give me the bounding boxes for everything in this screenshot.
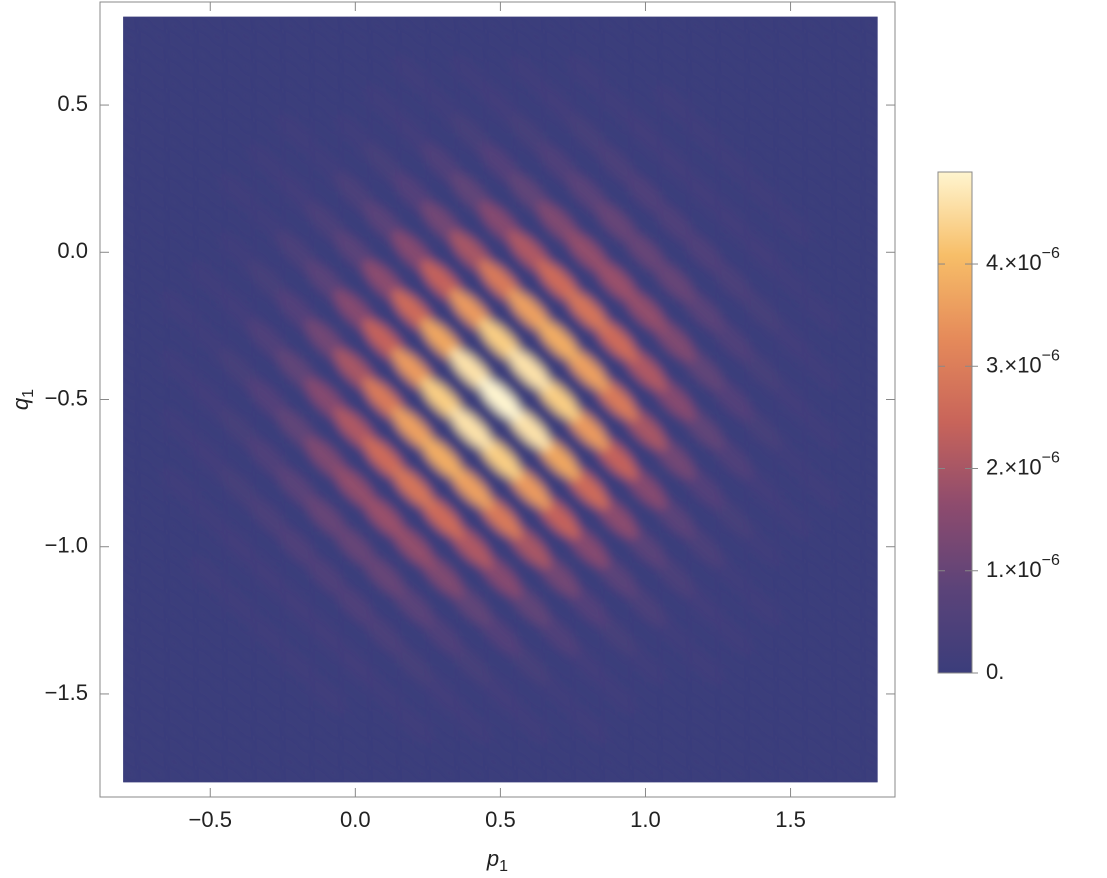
density-cell: [275, 525, 319, 569]
density-cell: [188, 554, 232, 598]
density-cell: [391, 466, 435, 510]
density-cell: [123, 407, 145, 451]
density-cell: [304, 16, 348, 39]
density-cell: [682, 16, 725, 39]
density-cell: [123, 348, 145, 392]
x-tick-label: 0.0: [340, 807, 371, 832]
y-tick-label: −1.5: [45, 680, 88, 705]
density-cell: [123, 701, 145, 745]
density-cell: [507, 16, 551, 39]
density-cell: [740, 16, 784, 39]
colorbar-tick-label: 4.×10−6: [986, 245, 1060, 275]
density-cell: [275, 113, 319, 156]
y-tick-label: 0.5: [57, 91, 88, 116]
x-tick-label: 1.0: [630, 807, 661, 832]
density-cell: [798, 16, 842, 39]
density: [123, 16, 878, 783]
colorbar-tick-label: 2.×10−6: [986, 450, 1060, 480]
density-cell: [623, 171, 667, 215]
density-cell: [827, 16, 871, 39]
density-cell: [623, 113, 667, 156]
density-cell: [123, 260, 145, 304]
density-clip: [123, 16, 878, 783]
density-cell: [123, 319, 145, 363]
density-cell: [449, 407, 493, 451]
density-cell: [123, 378, 145, 421]
density-cell: [123, 731, 145, 775]
density-cell: [123, 230, 145, 274]
density-cell: [711, 16, 755, 39]
density-cell: [188, 16, 232, 39]
density-cell: [159, 289, 203, 333]
density-cell: [565, 289, 609, 333]
density-cell: [362, 16, 406, 39]
density-cell: [159, 16, 203, 39]
density-cell: [123, 613, 145, 657]
density-cell: [478, 16, 522, 39]
density-cell: [123, 16, 145, 39]
density-cell: [123, 201, 145, 245]
density-cell: [123, 113, 145, 156]
density-cell: [123, 466, 145, 510]
x-axis-label: p1: [486, 846, 508, 875]
density-cell: [123, 672, 145, 716]
density-cell: [123, 554, 145, 598]
density-cell: [123, 83, 145, 127]
density-cell: [478, 378, 522, 421]
density-cell: [159, 466, 203, 510]
density-cell: [275, 16, 319, 39]
y-tick-label: 0.0: [57, 238, 88, 263]
density-cell: [769, 16, 813, 39]
density-cell: [217, 171, 261, 215]
y-axis-label: q1: [8, 389, 37, 410]
density-cell: [565, 16, 609, 39]
y-tick-label: −1.0: [45, 533, 88, 558]
density-cell: [391, 16, 435, 39]
density-cell: [362, 495, 406, 539]
density-cell: [420, 16, 464, 39]
density-cell: [594, 201, 638, 245]
density-cell: [217, 525, 261, 569]
density-cell: [565, 54, 609, 98]
x-tick-label: 0.5: [485, 807, 516, 832]
density-cell: [449, 16, 493, 39]
density-cell: [652, 83, 696, 127]
colorbar-tick-label: 0.: [986, 659, 1004, 684]
density-cell: [123, 495, 145, 539]
density-cell: [123, 142, 145, 186]
x-tick-label: −0.5: [189, 807, 232, 832]
density-cell: [623, 16, 667, 39]
x-tick-label: 1.5: [775, 807, 806, 832]
density-cell: [123, 289, 145, 333]
density-cell: [652, 16, 696, 39]
density-cell: [420, 436, 464, 480]
density-cell: [130, 16, 174, 39]
density-cell: [123, 54, 145, 98]
density-cell: [536, 16, 580, 39]
density-cell: [333, 16, 377, 39]
density-cell: [123, 436, 145, 480]
density-cell: [391, 54, 435, 98]
density-cell: [217, 16, 261, 39]
density-cell: [594, 16, 638, 39]
density-cell: [507, 348, 551, 392]
density-cell: [123, 171, 145, 215]
density-cell: [304, 495, 348, 539]
colorbar-tick-label: 1.×10−6: [986, 552, 1060, 582]
density-cell: [123, 584, 145, 628]
density-cell: [246, 16, 290, 39]
colorbar: [938, 172, 972, 673]
density-cell: [123, 525, 145, 569]
y-tick-label: −0.5: [45, 385, 88, 410]
colorbar-frame: [937, 171, 973, 674]
density-cell: [123, 24, 145, 68]
density-cell: [594, 260, 638, 304]
colorbar-tick-label: 3.×10−6: [986, 347, 1060, 377]
density-cell: [536, 319, 580, 363]
density-cell: [123, 643, 145, 686]
